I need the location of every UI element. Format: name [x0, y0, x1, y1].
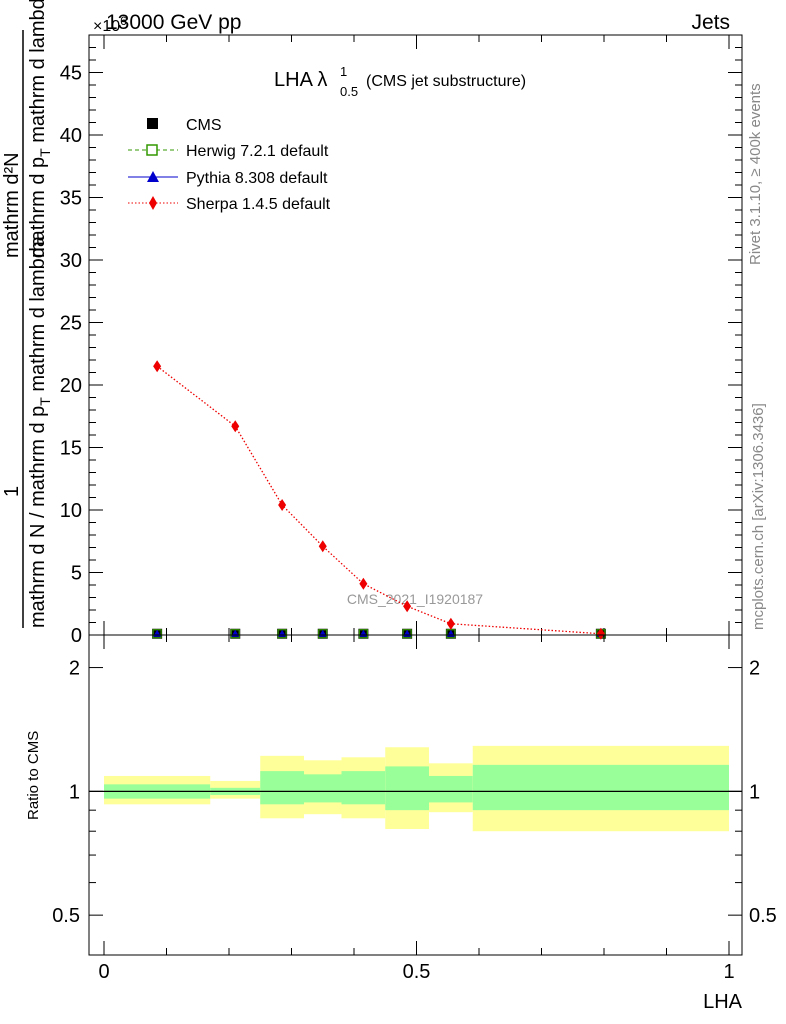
ratio-ytick-label-left: 1	[69, 781, 80, 803]
category-label: Jets	[691, 11, 730, 34]
ratio-ytick-label-left: 2	[69, 658, 80, 680]
legend-pythia-label: Pythia 8.308 default	[186, 170, 328, 187]
legend: CMS Herwig 7.2.1 default Pythia 8.308 de…	[128, 117, 331, 213]
y-axis-label: mathrm d²N mathrm d pT mathrm d lambda 1…	[1, 0, 53, 628]
ratio-ytick-label-right: 2	[749, 658, 760, 680]
exponent-label: ×106	[93, 14, 127, 35]
ratio-band-inner	[341, 771, 386, 805]
ytick-label: 35	[60, 188, 82, 210]
ratio-ytick-label-right: 0.5	[749, 905, 777, 927]
ratio-band-inner	[385, 766, 429, 811]
ratio-bands	[104, 745, 729, 832]
ratio-ytick-label-left: 0.5	[52, 905, 80, 927]
sherpa-point	[359, 577, 368, 590]
ratio-plot-frame	[88, 634, 743, 956]
legend-sherpa-label: Sherpa 1.4.5 default	[186, 196, 331, 213]
ratio-band-inner	[472, 764, 729, 811]
ylabel-top-numerator: mathrm d²N	[1, 152, 23, 258]
ytick-label: 20	[60, 375, 82, 397]
ratio-ytick-labels: 0.5 0.5 1 1 2 2	[52, 658, 777, 928]
sherpa-point	[596, 627, 605, 640]
ytick-label: 5	[71, 563, 82, 585]
sherpa-point	[318, 540, 327, 553]
watermark: CMS_2021_I1920187	[347, 591, 483, 607]
ylabel-one: 1	[1, 486, 23, 497]
ratio-band-inner	[304, 774, 342, 803]
legend-herwig-marker	[146, 144, 158, 156]
plot-title-sub: 0.5	[340, 84, 358, 99]
ytick-label: 30	[60, 250, 82, 272]
plot-title-suffix: (CMS jet substructure)	[366, 73, 526, 90]
ratio-band-inner	[429, 775, 473, 803]
ytick-label: 10	[60, 500, 82, 522]
legend-sherpa-marker	[149, 196, 157, 210]
ytick-label: 40	[60, 125, 82, 147]
plot-title-main: LHA λ	[274, 69, 327, 91]
plot-title: LHA λ 1 0.5 (CMS jet substructure)	[274, 64, 526, 99]
ylabel-top-denominator: mathrm d pT mathrm d lambda	[27, 0, 53, 258]
sherpa-point	[446, 617, 455, 630]
energy-label: 13000 GeV pp	[106, 11, 241, 34]
mcplots-label: mcplots.cern.ch [arXiv:1306.3436]	[750, 403, 767, 630]
ratio-band-inner	[260, 771, 304, 805]
xtick-label: 0	[98, 961, 109, 983]
xtick-label: 0.5	[403, 961, 431, 983]
ratio-ticks	[89, 635, 742, 955]
ytick-label: 15	[60, 438, 82, 460]
main-ytick-labels: 0 5 10 15 20 25 30 35 40 45	[60, 63, 82, 648]
ytick-label: 0	[71, 625, 82, 647]
legend-pythia-marker	[147, 171, 159, 182]
xtick-label: 1	[723, 961, 734, 983]
ylabel-bottom: mathrm d N / mathrm d pT mathrm d lambda	[27, 235, 53, 628]
legend-herwig-label: Herwig 7.2.1 default	[186, 143, 329, 160]
ratio-ytick-label-right: 1	[749, 781, 760, 803]
legend-cms-marker	[147, 118, 158, 129]
ratio-ylabel: Ratio to CMS	[25, 731, 42, 820]
ytick-label: 25	[60, 313, 82, 335]
ytick-label: 45	[60, 63, 82, 85]
sherpa-point	[403, 600, 412, 613]
xtick-labels: 0 0.5 1	[98, 961, 734, 983]
plot-title-sup: 1	[340, 64, 347, 79]
legend-cms-label: CMS	[186, 117, 222, 134]
sherpa-point	[278, 499, 287, 511]
sherpa-point	[231, 420, 240, 433]
rivet-label: Rivet 3.1.10, ≥ 400k events	[747, 83, 764, 265]
x-axis-label: LHA	[703, 991, 743, 1013]
sherpa-point	[153, 360, 162, 373]
